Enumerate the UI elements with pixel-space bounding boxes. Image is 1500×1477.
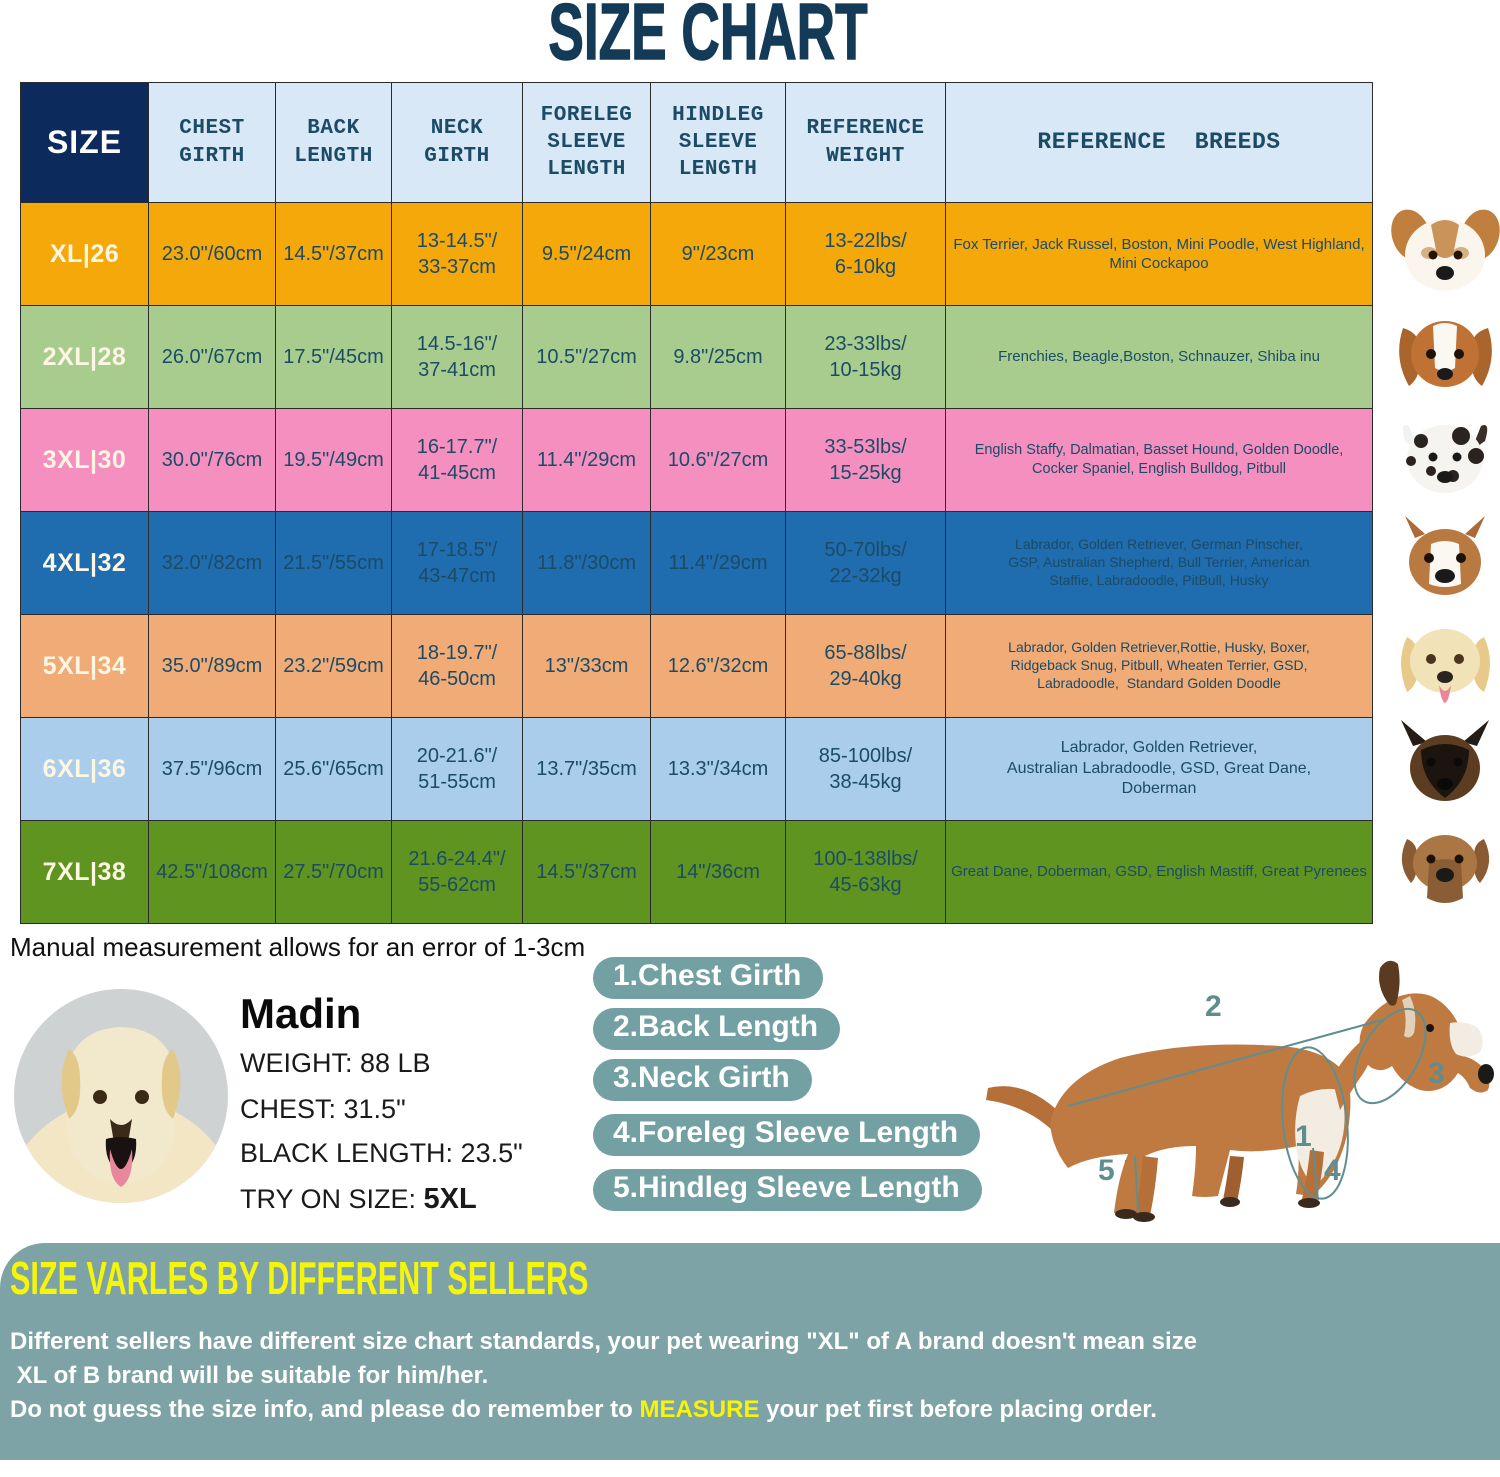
svg-text:2: 2 [1205, 990, 1222, 1023]
svg-text:1: 1 [1295, 1120, 1312, 1153]
svg-text:3: 3 [1428, 1057, 1445, 1090]
svg-text:4: 4 [1324, 1154, 1341, 1187]
svg-text:5: 5 [1098, 1154, 1115, 1187]
